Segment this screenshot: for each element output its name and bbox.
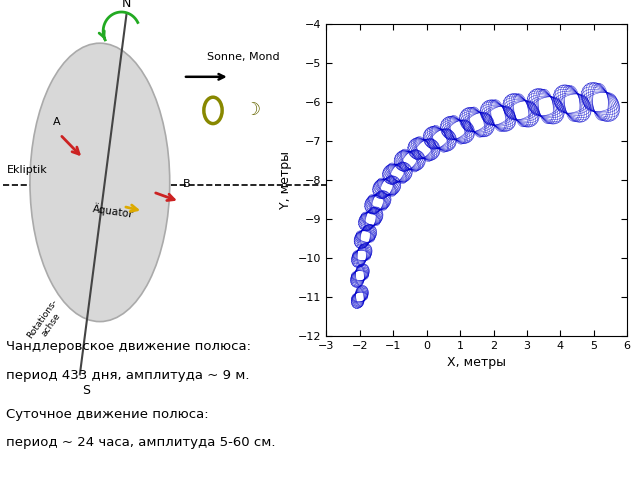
Text: Äquator: Äquator bbox=[92, 203, 134, 220]
Text: Суточное движение полюса:: Суточное движение полюса: bbox=[6, 408, 209, 420]
X-axis label: X, метры: X, метры bbox=[447, 357, 506, 370]
Text: ☽: ☽ bbox=[245, 101, 261, 120]
Text: N: N bbox=[122, 0, 131, 10]
Text: Чандлеровское движение полюса:: Чандлеровское движение полюса: bbox=[6, 340, 252, 353]
Text: Ekliptik: Ekliptik bbox=[6, 165, 47, 175]
Text: Rotations-
achse: Rotations- achse bbox=[26, 297, 68, 346]
Text: B: B bbox=[183, 179, 191, 189]
Text: Sonne, Mond: Sonne, Mond bbox=[207, 52, 279, 62]
Text: период 433 дня, амплитуда ~ 9 м.: период 433 дня, амплитуда ~ 9 м. bbox=[6, 369, 250, 382]
Text: период ~ 24 часа, амплитуда 5-60 см.: период ~ 24 часа, амплитуда 5-60 см. bbox=[6, 436, 276, 449]
Y-axis label: Y, метры: Y, метры bbox=[280, 151, 292, 209]
Ellipse shape bbox=[30, 43, 170, 322]
Text: A: A bbox=[53, 117, 61, 127]
Text: S: S bbox=[83, 384, 90, 397]
